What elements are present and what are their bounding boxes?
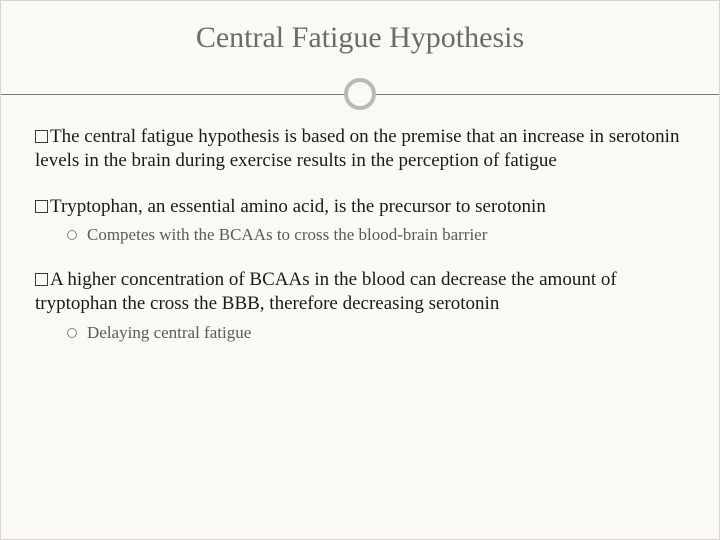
bullet-text: The central fatigue hypothesis is based … <box>35 126 679 171</box>
slide-title: Central Fatigue Hypothesis <box>1 21 719 55</box>
sub-bullet-text: Delaying central fatigue <box>87 323 251 342</box>
bullet-text: Tryptophan, an essential amino acid, is … <box>50 196 546 217</box>
bullet-text: A higher concentration of BCAAs in the b… <box>35 269 617 314</box>
square-bullet-icon <box>35 273 48 286</box>
circle-bullet-icon <box>67 328 77 338</box>
slide-content: The central fatigue hypothesis is based … <box>1 125 719 344</box>
slide-container: Central Fatigue Hypothesis The central f… <box>0 0 720 540</box>
square-bullet-icon <box>35 200 48 213</box>
divider-circle-icon <box>344 78 376 110</box>
sub-bullet-item: Competes with the BCAAs to cross the blo… <box>67 224 685 246</box>
sub-bullet-text: Competes with the BCAAs to cross the blo… <box>87 225 487 244</box>
bullet-item: Tryptophan, an essential amino acid, is … <box>35 195 685 247</box>
sub-bullet-item: Delaying central fatigue <box>67 322 685 344</box>
bullet-item: A higher concentration of BCAAs in the b… <box>35 268 685 344</box>
circle-bullet-icon <box>67 230 77 240</box>
title-divider <box>1 77 719 111</box>
bullet-item: The central fatigue hypothesis is based … <box>35 125 685 173</box>
square-bullet-icon <box>35 130 48 143</box>
